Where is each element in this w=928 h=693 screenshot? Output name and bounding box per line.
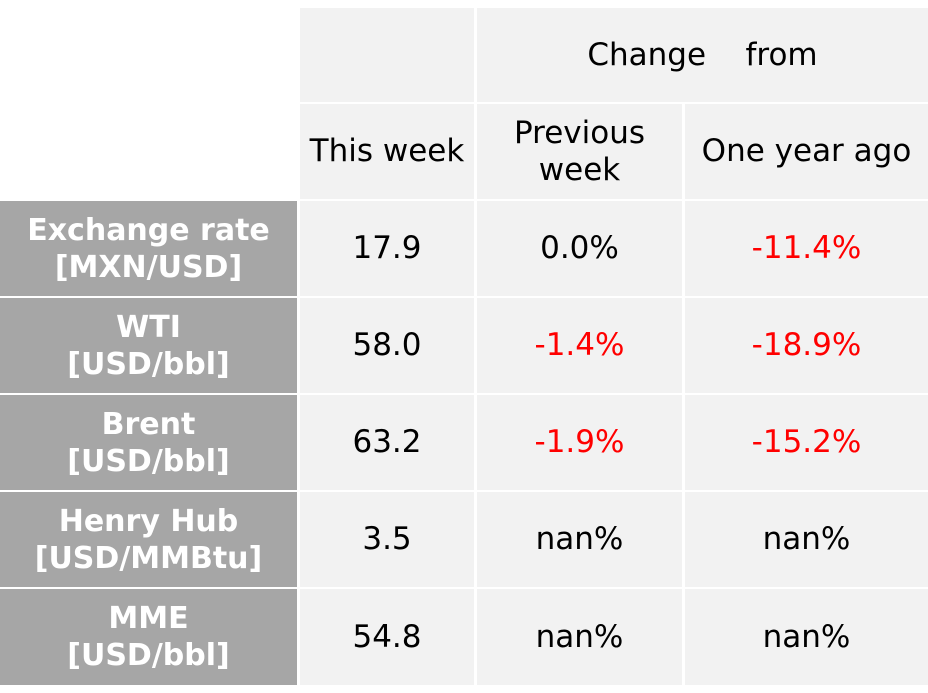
cell-this-week: 54.8: [300, 589, 474, 685]
previous-week-label-line1: Previous: [513, 114, 645, 151]
row-label-line1: Brent: [101, 406, 196, 442]
header-previous-week: Previous week: [477, 104, 682, 199]
value-year-ago: -15.2%: [751, 424, 862, 460]
row-label-line1: WTI: [116, 309, 181, 345]
change-from-label: Change from: [587, 36, 818, 73]
row-label-line1: Exchange rate: [27, 212, 270, 248]
one-year-ago-label: One year ago: [701, 133, 912, 169]
value-this-week: 63.2: [352, 424, 422, 460]
row-label-line1: MME: [108, 601, 189, 636]
value-prev-week: -1.4%: [534, 327, 625, 363]
value-this-week: 54.8: [352, 618, 422, 655]
row-label-brent: Brent [USD/bbl]: [0, 395, 297, 490]
cell-year-ago: -15.2%: [685, 395, 928, 490]
row-label-henry-hub: Henry Hub [USD/MMBtu]: [0, 492, 297, 587]
cell-year-ago: nan%: [685, 492, 928, 587]
row-label-wti: WTI [USD/bbl]: [0, 298, 297, 393]
row-label-mme: MME [USD/bbl]: [0, 589, 297, 685]
value-year-ago: -11.4%: [751, 230, 862, 266]
this-week-label: This week: [309, 133, 465, 169]
value-prev-week: 0.0%: [540, 230, 619, 266]
value-prev-week: nan%: [535, 618, 624, 655]
value-this-week: 58.0: [352, 327, 422, 363]
value-year-ago: nan%: [762, 521, 851, 557]
value-this-week: 3.5: [362, 521, 412, 557]
header-this-week: This week: [300, 104, 474, 199]
row-label-line2: [USD/bbl]: [67, 638, 230, 673]
value-prev-week: nan%: [535, 521, 624, 557]
cell-prev-week: nan%: [477, 589, 682, 685]
cell-year-ago: -11.4%: [685, 201, 928, 296]
value-year-ago: -18.9%: [751, 327, 862, 363]
row-label-line2: [MXN/USD]: [54, 249, 243, 285]
cell-this-week: 3.5: [300, 492, 474, 587]
header-change-from: Change from: [477, 8, 928, 102]
cell-prev-week: -1.9%: [477, 395, 682, 490]
row-label-line2: [USD/bbl]: [67, 443, 230, 479]
row-label-line1: Henry Hub: [58, 503, 239, 539]
row-label-exchange-rate: Exchange rate [MXN/USD]: [0, 201, 297, 296]
cell-prev-week: nan%: [477, 492, 682, 587]
cell-this-week: 17.9: [300, 201, 474, 296]
header-one-year-ago: One year ago: [685, 104, 928, 199]
cell-year-ago: -18.9%: [685, 298, 928, 393]
value-year-ago: nan%: [762, 618, 851, 655]
cell-prev-week: 0.0%: [477, 201, 682, 296]
cell-year-ago: nan%: [685, 589, 928, 685]
cell-this-week: 63.2: [300, 395, 474, 490]
header-blank-top: [300, 8, 474, 102]
value-this-week: 17.9: [352, 230, 422, 266]
cell-prev-week: -1.4%: [477, 298, 682, 393]
cell-this-week: 58.0: [300, 298, 474, 393]
previous-week-label-line2: week: [538, 151, 621, 188]
row-label-line2: [USD/bbl]: [67, 346, 230, 382]
row-label-line2: [USD/MMBtu]: [34, 540, 263, 576]
value-prev-week: -1.9%: [534, 424, 625, 460]
